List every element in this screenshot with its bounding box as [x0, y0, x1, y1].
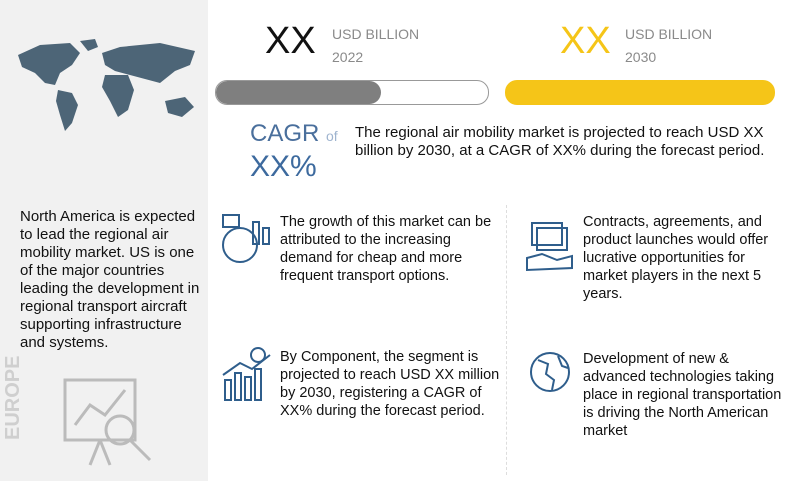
- region-label: EUROPE: [2, 355, 24, 440]
- insight-1: The growth of this market can be attribu…: [280, 214, 492, 284]
- divider: [506, 205, 507, 475]
- bar-2022: [215, 80, 489, 105]
- world-map: [18, 39, 195, 131]
- insight-3: By Component, the segment is projected t…: [280, 349, 500, 419]
- cagr-connector: of: [326, 128, 338, 144]
- value-2030: XX: [560, 20, 611, 62]
- cagr-text: CAGR: [250, 120, 320, 147]
- analytics-icon: [63, 378, 152, 466]
- value-2022: XX: [265, 20, 316, 62]
- year-2030: 2030: [625, 49, 657, 65]
- cagr-label: CAGR of: [250, 120, 338, 148]
- summary: The regional air mobility market is proj…: [355, 124, 765, 159]
- region-note: North America is expected to lead the re…: [20, 208, 200, 351]
- chart-icon: [222, 347, 271, 401]
- year-2022: 2022: [332, 49, 364, 65]
- globe-icon: [530, 352, 570, 392]
- money-icon: [526, 222, 573, 272]
- insight-2: Contracts, agreements, and product launc…: [583, 214, 769, 302]
- growth-icon: [222, 214, 270, 263]
- insight-4: Development of new & advanced technologi…: [583, 351, 782, 439]
- unit-2030: USD BILLION: [625, 26, 713, 42]
- bar-2030: [505, 80, 775, 105]
- unit-2022: USD BILLION: [332, 26, 420, 42]
- cagr-value: XX%: [250, 150, 317, 183]
